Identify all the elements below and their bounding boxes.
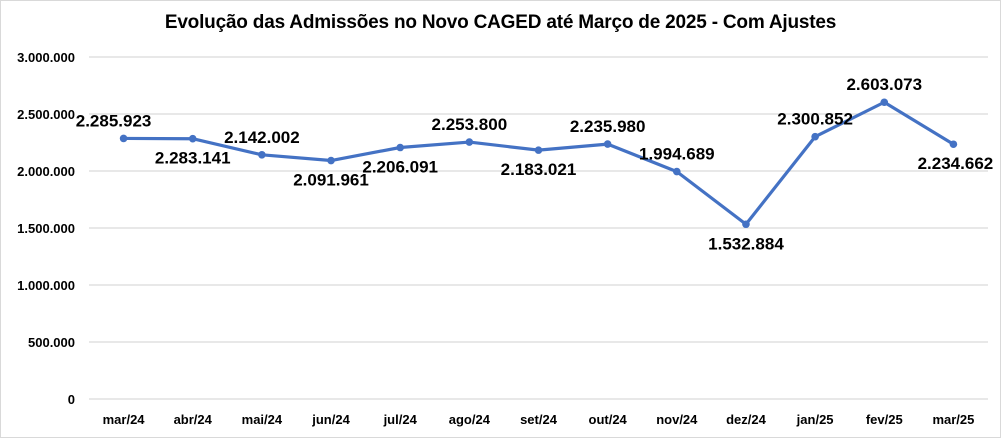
data-point-marker bbox=[811, 132, 819, 141]
data-label: 2.234.662 bbox=[918, 154, 994, 173]
x-tick-label: jan/25 bbox=[796, 412, 834, 427]
x-tick-label: jun/24 bbox=[311, 412, 350, 427]
y-axis: 0 500.000 1.000.000 1.500.000 2.000.000 2.500… bbox=[17, 50, 75, 407]
x-tick-label: fev/25 bbox=[866, 412, 903, 427]
data-point-marker bbox=[396, 143, 404, 152]
data-label: 1.994.689 bbox=[639, 145, 715, 164]
x-tick-label: nov/24 bbox=[656, 412, 698, 427]
data-label: 2.183.021 bbox=[501, 160, 577, 179]
y-tick-label: 3.000.000 bbox=[17, 50, 75, 65]
data-point-marker bbox=[880, 98, 889, 107]
data-point-marker bbox=[258, 151, 266, 159]
x-tick-label: mar/25 bbox=[932, 412, 974, 427]
y-tick-label: 500.000 bbox=[28, 335, 75, 350]
x-tick-label: mai/24 bbox=[242, 412, 283, 427]
y-tick-label: 2.000.000 bbox=[17, 164, 75, 179]
data-point-marker bbox=[673, 167, 681, 176]
data-label: 2.603.073 bbox=[846, 75, 922, 94]
x-tick-label: mar/24 bbox=[103, 412, 146, 427]
data-point-marker bbox=[119, 134, 128, 143]
data-point-marker bbox=[742, 220, 750, 229]
data-label: 2.091.961 bbox=[293, 171, 369, 190]
data-label: 2.142.002 bbox=[224, 128, 300, 147]
x-tick-label: out/24 bbox=[589, 412, 628, 427]
chart-title: Evolução das Admissões no Novo CAGED até… bbox=[164, 12, 837, 33]
data-label: 2.285.923 bbox=[76, 111, 152, 130]
x-tick-label: set/24 bbox=[520, 412, 558, 427]
x-tick-label: ago/24 bbox=[449, 412, 491, 427]
data-point-marker bbox=[603, 140, 612, 148]
data-label: 2.283.141 bbox=[155, 149, 231, 168]
data-label: 2.300.852 bbox=[777, 110, 853, 129]
data-point-marker bbox=[465, 138, 474, 146]
y-tick-label: 2.500.000 bbox=[17, 107, 75, 122]
data-point-marker bbox=[534, 146, 543, 154]
data-label: 1.532.884 bbox=[708, 234, 784, 253]
y-tick-label: 0 bbox=[68, 392, 75, 407]
data-point-marker bbox=[188, 134, 197, 143]
data-label: 2.206.091 bbox=[362, 158, 438, 177]
y-tick-label: 1.000.000 bbox=[17, 278, 75, 293]
x-axis: mar/24 abr/24 mai/24 jun/24 jul/24 ago/24 set/… bbox=[103, 412, 975, 427]
x-tick-label: jul/24 bbox=[383, 412, 418, 427]
y-tick-label: 1.500.000 bbox=[17, 221, 75, 236]
data-point-marker bbox=[327, 156, 335, 165]
data-label: 2.235.980 bbox=[570, 117, 646, 136]
data-point-marker bbox=[949, 140, 958, 149]
series-admissoes bbox=[119, 98, 958, 229]
x-tick-label: dez/24 bbox=[726, 412, 767, 427]
gridlines bbox=[89, 56, 988, 400]
data-label: 2.253.800 bbox=[432, 115, 508, 134]
x-tick-label: abr/24 bbox=[174, 412, 213, 427]
